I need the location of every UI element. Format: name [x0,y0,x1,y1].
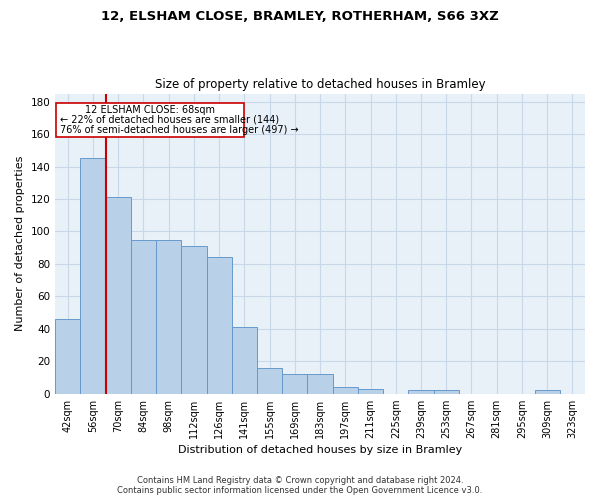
Title: Size of property relative to detached houses in Bramley: Size of property relative to detached ho… [155,78,485,91]
Text: 76% of semi-detached houses are larger (497) →: 76% of semi-detached houses are larger (… [60,125,299,135]
Bar [232,327,257,394]
Bar [434,390,459,394]
Bar [307,374,332,394]
Bar [181,246,206,394]
Bar [409,390,434,394]
Bar [156,240,181,394]
Y-axis label: Number of detached properties: Number of detached properties [15,156,25,332]
Bar [358,389,383,394]
Bar [206,258,232,394]
Text: Contains HM Land Registry data © Crown copyright and database right 2024.
Contai: Contains HM Land Registry data © Crown c… [118,476,482,495]
FancyBboxPatch shape [56,104,244,138]
X-axis label: Distribution of detached houses by size in Bramley: Distribution of detached houses by size … [178,445,462,455]
Bar [282,374,307,394]
Text: ← 22% of detached houses are smaller (144): ← 22% of detached houses are smaller (14… [60,114,280,124]
Bar [257,368,282,394]
Bar [55,319,80,394]
Bar [131,240,156,394]
Text: 12 ELSHAM CLOSE: 68sqm: 12 ELSHAM CLOSE: 68sqm [85,105,215,115]
Bar [80,158,106,394]
Bar [535,390,560,394]
Text: 12, ELSHAM CLOSE, BRAMLEY, ROTHERHAM, S66 3XZ: 12, ELSHAM CLOSE, BRAMLEY, ROTHERHAM, S6… [101,10,499,23]
Bar [106,198,131,394]
Bar [332,387,358,394]
